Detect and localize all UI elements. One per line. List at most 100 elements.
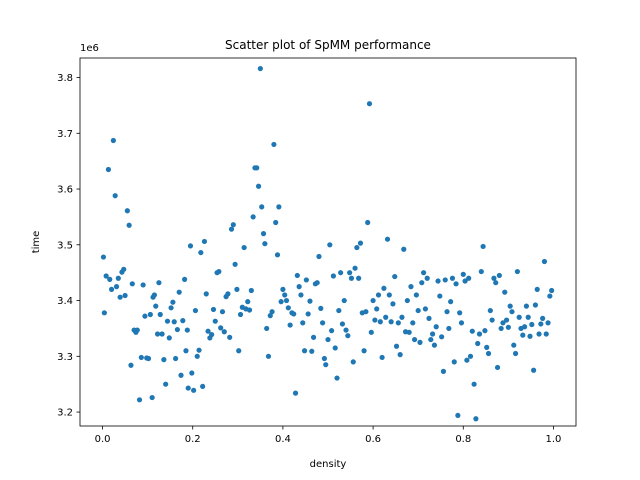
data-point [145,355,152,362]
y-tick-label: 3.5 [57,240,73,251]
data-point [502,289,508,295]
data-point [415,307,421,314]
data-point [121,266,127,272]
data-point [309,348,315,354]
data-point [108,286,115,292]
data-point [345,333,351,339]
data-point [547,293,553,299]
data-point [374,306,380,312]
data-point [543,331,549,337]
data-point [397,352,403,358]
data-point [140,282,146,288]
data-point [194,353,200,359]
data-point [520,332,526,338]
data-point [245,299,251,305]
data-point [341,297,347,304]
data-point [392,273,398,280]
data-point [198,249,204,256]
data-point [446,325,452,332]
data-point [469,328,475,334]
chart-title: Scatter plot of SpMM performance [225,38,431,52]
data-point [298,292,304,298]
y-axis-label: time [31,231,42,254]
axis-ticks: 0.0 0.2 0.4 0.6 0.8 1.0 3.2 3.3 3.4 3.5 3.6 3.7 3.8 [57,73,561,445]
data-point [232,261,238,267]
data-point [531,367,537,373]
data-point [303,277,309,283]
data-point [219,309,226,315]
data-point [428,336,434,343]
data-point [259,204,265,210]
data-point [216,268,222,275]
data-point [422,306,428,312]
data-point [545,320,551,326]
data-point [439,334,445,340]
data-point [174,326,180,333]
data-point [453,281,459,287]
data-point [296,284,302,290]
data-point [516,314,522,320]
data-point [451,359,457,365]
data-point [301,348,308,354]
data-point [493,280,499,286]
data-point [521,324,528,330]
data-point [460,271,466,277]
data-point [363,309,369,315]
data-point [538,321,544,327]
data-point [512,350,519,357]
data-point [375,292,382,298]
data-point [107,276,113,282]
data-point [347,270,353,276]
data-point [113,284,120,290]
data-point [110,137,116,144]
data-point [200,383,206,390]
data-point [356,275,362,281]
data-point [254,165,260,171]
data-point [467,353,474,359]
data-point [183,348,189,354]
data-point [283,297,290,304]
data-point [417,339,423,345]
x-tick-label: 0.2 [185,434,201,445]
data-point [126,222,132,228]
data-point [291,311,297,317]
data-point [478,268,484,275]
data-point [117,294,123,300]
data-point [180,318,186,324]
data-point [532,302,539,308]
x-tick-label: 0.6 [365,434,381,445]
data-point [384,236,391,242]
data-point [262,241,268,247]
data-point [159,331,165,337]
data-point [505,324,511,330]
data-point [482,328,488,334]
data-point [323,362,329,368]
data-point [395,320,401,326]
data-point [138,354,144,361]
data-point [529,321,535,328]
data-point [142,313,148,319]
data-point [386,292,392,298]
data-point [440,368,447,374]
data-point [274,252,281,258]
data-point [201,238,208,245]
data-point [464,357,470,363]
data-point [406,329,412,335]
data-point [431,342,438,348]
data-point [265,353,272,359]
data-point [411,336,418,343]
data-point [228,226,235,232]
data-point [352,265,358,271]
data-point [336,307,342,314]
data-point [325,336,331,343]
data-point [136,397,143,403]
data-point [370,297,376,304]
data-point [329,328,335,334]
data-point [182,276,188,282]
data-point [424,275,430,281]
data-point [151,292,157,298]
data-point [487,307,493,314]
y-tick-label: 3.2 [57,408,73,419]
data-point [230,222,236,228]
data-point [475,340,481,347]
